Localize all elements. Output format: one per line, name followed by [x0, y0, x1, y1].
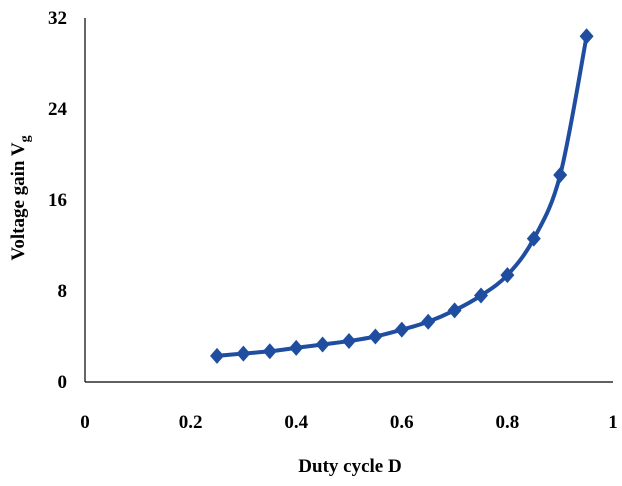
x-tick-label: 0.4: [284, 412, 308, 433]
data-point-marker: [421, 313, 436, 330]
data-point-marker: [500, 267, 515, 284]
data-point-marker: [394, 321, 409, 338]
data-point-marker: [526, 230, 541, 247]
x-tick-label: 0.6: [390, 412, 414, 433]
x-axis-title: Duty cycle D: [298, 456, 401, 477]
data-point-marker: [368, 328, 383, 345]
x-tick-label: 0.8: [496, 412, 520, 433]
y-tick-label: 32: [48, 8, 67, 29]
series-markers: [210, 28, 594, 364]
data-point-marker: [262, 343, 277, 360]
x-tick-label: 0: [80, 412, 90, 433]
y-tick-labels: 0 8 16 24 32: [48, 8, 68, 393]
data-point-marker: [447, 302, 462, 319]
data-point-marker: [342, 333, 356, 350]
y-tick-label: 24: [48, 99, 68, 120]
data-point-marker: [553, 166, 568, 183]
y-tick-label: 16: [48, 190, 67, 211]
plot-area: 0 8 16 24 32 0 0.2 0.4 0.6 0.8 1: [48, 8, 618, 433]
x-tick-labels: 0 0.2 0.4 0.6 0.8 1: [80, 412, 618, 433]
x-tick-label: 0.2: [179, 412, 203, 433]
data-point-marker: [289, 339, 304, 356]
y-tick-label: 8: [58, 281, 68, 302]
series-line: [215, 34, 589, 358]
x-tick-label: 1: [608, 412, 618, 433]
y-axis-title-subscript: g: [18, 135, 33, 142]
data-point-marker: [315, 336, 330, 353]
data-point-marker: [474, 287, 488, 304]
y-tick-label: 0: [58, 372, 68, 393]
y-axis-title: Voltage gain Vg: [8, 135, 33, 260]
data-point-marker: [579, 28, 594, 45]
y-axis-title-main: Voltage gain V: [8, 142, 29, 261]
data-point-marker: [236, 345, 251, 362]
data-point-marker: [210, 347, 224, 364]
